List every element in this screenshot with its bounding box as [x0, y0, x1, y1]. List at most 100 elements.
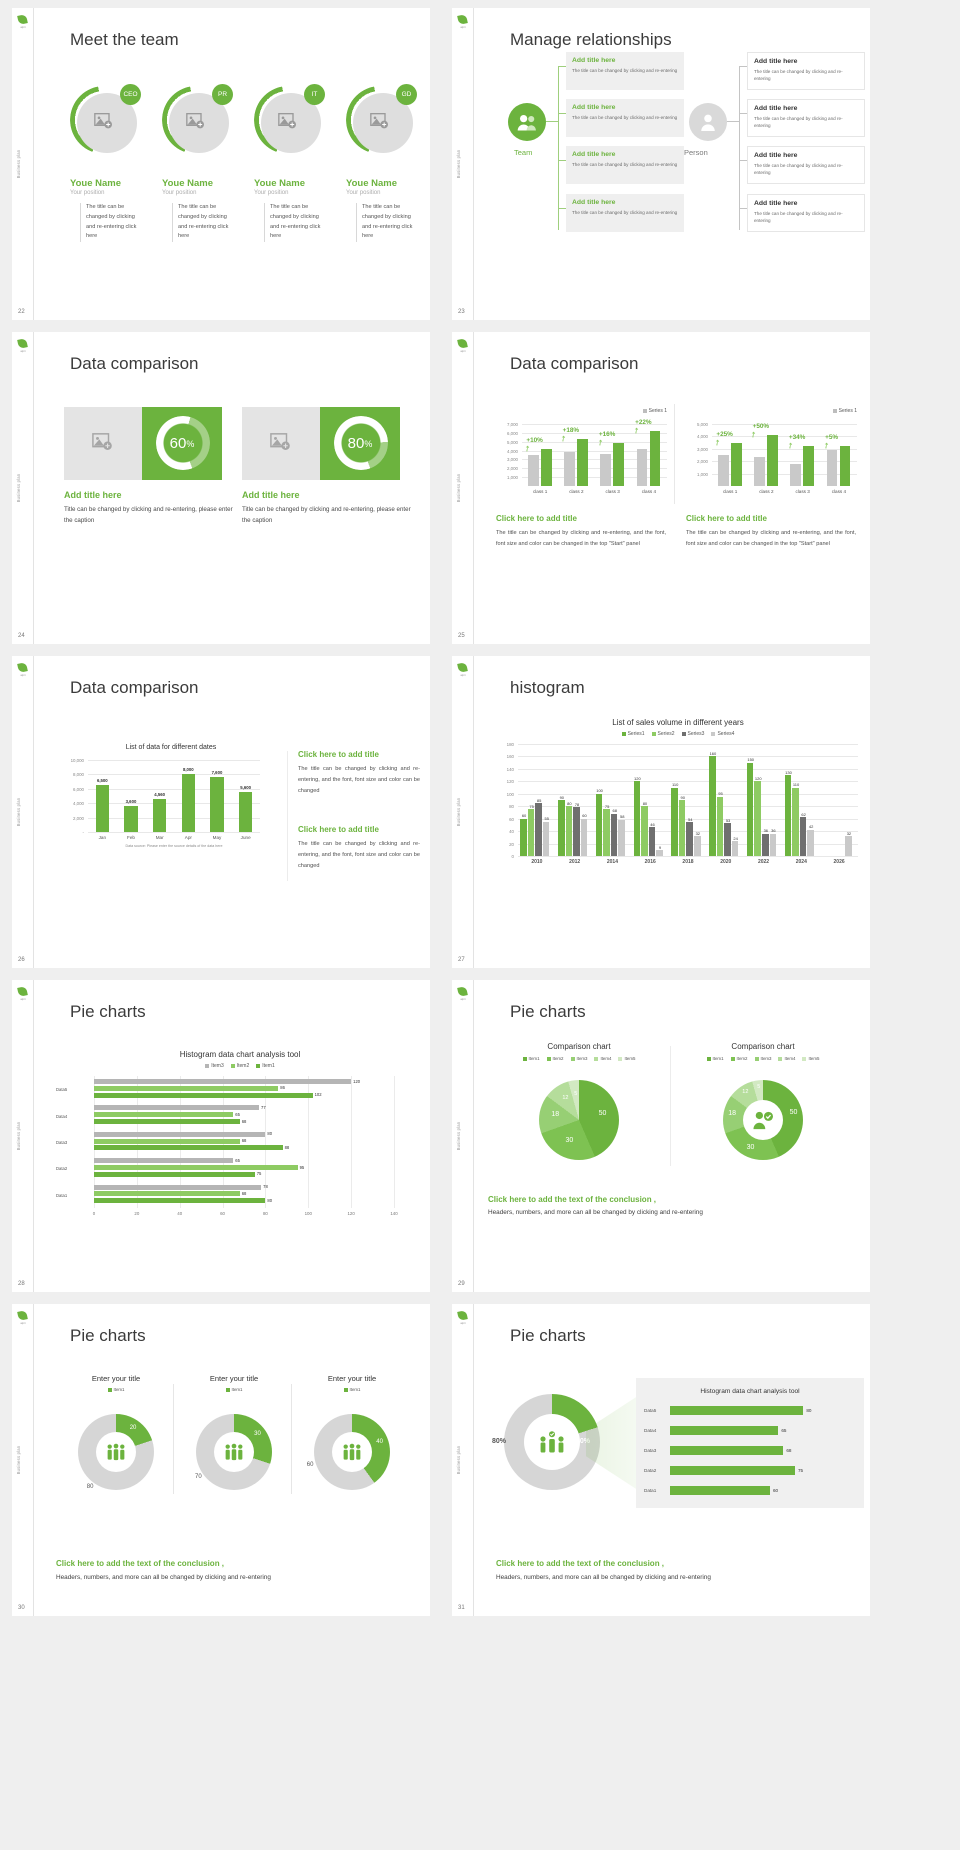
slide-28[interactable]: aprii Business plan 28 Pie charts Histog…: [12, 980, 430, 1292]
bar: [94, 1165, 298, 1170]
donut-value: 20: [129, 1424, 137, 1431]
relationship-row[interactable]: Add title here The title can be changed …: [566, 194, 684, 232]
block-heading: Add title here: [242, 490, 300, 500]
bar: [94, 1138, 240, 1144]
bar: [94, 1105, 259, 1111]
bar-chart[interactable]: List of data for different dates 10,000 8,…: [62, 744, 274, 864]
bar-chart-left[interactable]: Series 1 7,000 6,000 5,000 4,000 3,000 2,000 1,…: [496, 402, 671, 507]
bar-value: 90: [559, 794, 565, 800]
relationship-row[interactable]: Add title here The title can be changed …: [747, 52, 865, 90]
bar: [648, 827, 656, 856]
bar-value: 120: [754, 775, 762, 781]
chart-legend: Item1: [60, 1387, 172, 1392]
slide-22[interactable]: aprii Business plan 22 Meet the team CEO: [12, 8, 430, 320]
pie-chart[interactable]: Comparison chart Item1 Item2 Item3 Item4 Item…: [488, 1042, 670, 1172]
relationship-row[interactable]: Add title here The title can be changed …: [747, 146, 865, 184]
logo-icon: aprii: [455, 13, 471, 29]
relationship-row[interactable]: Add title here The title can be changed …: [566, 99, 684, 137]
bar-gray: [600, 453, 612, 486]
bar-value: 130: [785, 769, 792, 775]
bar-value: 75: [604, 803, 610, 809]
grid-line: [712, 424, 857, 425]
grid-line: [518, 856, 858, 857]
bar-label: Data5: [644, 1408, 657, 1413]
relationship-row[interactable]: Add title here The title can be changed …: [566, 146, 684, 184]
member-desc: The title can be changed by clicking and…: [356, 203, 418, 243]
y-tick: 3,000: [697, 446, 708, 452]
slide-30[interactable]: aprii Business plan 30 Pie charts Enter …: [12, 1304, 430, 1616]
slide-29[interactable]: aprii Business plan 29 Pie charts Compar…: [452, 980, 870, 1292]
slide-25[interactable]: aprii Business plan 25 Data comparison S…: [452, 332, 870, 644]
histogram-chart[interactable]: List of sales volume in different years S…: [492, 718, 864, 896]
image-placeholder-icon: [186, 113, 204, 129]
bar-gray: [717, 455, 729, 486]
page-title: Pie charts: [510, 1002, 586, 1021]
slide-24[interactable]: aprii Business plan 24 Data comparison 6…: [12, 332, 430, 644]
member-position: Your position: [346, 190, 381, 196]
bar: [558, 800, 565, 856]
bar-label: Data3: [644, 1448, 657, 1453]
pie-value: 50: [598, 1110, 607, 1118]
pie-value: 18: [551, 1111, 560, 1119]
donut-group[interactable]: Enter your title Item1 20 80 Enter your titl…: [60, 1374, 410, 1509]
stat-block[interactable]: 80%: [242, 407, 400, 480]
bar: [565, 806, 573, 856]
donut-value: 80: [86, 1483, 94, 1490]
page-title: Data comparison: [70, 678, 199, 697]
team-node-icon[interactable]: [508, 103, 546, 141]
bar-gray: [754, 457, 765, 486]
donut-chart[interactable]: Comparison chart Item1 Item2 Item3 Item4 Item…: [672, 1042, 854, 1172]
bar-value: 150: [747, 757, 755, 763]
slide-31[interactable]: aprii Business plan 31 Pie charts 80% 20%…: [452, 1304, 870, 1616]
y-tick: 60: [509, 816, 514, 822]
x-tick: May: [212, 835, 222, 840]
bar-value: 62: [801, 811, 806, 817]
panel-desc: The title can be changed by clicking and…: [686, 530, 856, 547]
slide-rail: aprii Business plan 22: [12, 8, 34, 320]
bar: [724, 823, 731, 856]
relationship-row[interactable]: Add title here The title can be changed …: [747, 99, 865, 137]
bar: [845, 836, 852, 856]
relationship-row[interactable]: Add title here The title can be changed …: [566, 52, 684, 90]
relationship-row[interactable]: Add title here The title can be changed …: [747, 194, 865, 232]
x-tick: 2018: [682, 859, 694, 865]
x-tick: 2014: [606, 859, 618, 865]
x-tick: 2024: [795, 859, 807, 865]
connector: [546, 121, 558, 122]
horizontal-bar-chart[interactable]: Histogram data chart analysis tool Item3 I…: [54, 1050, 426, 1225]
slide-26[interactable]: aprii Business plan 26 Data comparison L…: [12, 656, 430, 968]
stat-block[interactable]: 60%: [64, 407, 222, 480]
bar-value: 85: [536, 797, 542, 803]
donut-and-bars[interactable]: 80% 20% Histogram data chart analysis tool…: [486, 1370, 866, 1515]
bar: [716, 796, 724, 856]
logo-icon: aprii: [455, 985, 471, 1001]
person-node-icon[interactable]: [689, 103, 727, 141]
bar-chart-right[interactable]: Series 1 5,000 4,000 3,000 2,000 1,000 +25% ➚ cl…: [686, 402, 861, 507]
x-tick: 0: [92, 1211, 96, 1216]
growth-label: +22%: [635, 419, 652, 427]
y-tick: Data4: [56, 1113, 68, 1119]
donut-value: 60: [306, 1461, 314, 1468]
x-tick: 100: [304, 1211, 312, 1216]
grid-line: [518, 768, 858, 770]
rail-label: Business plan: [16, 473, 21, 503]
person-icon: [701, 114, 715, 131]
page-title: Pie charts: [70, 1002, 146, 1021]
rail-label: Business plan: [16, 149, 21, 179]
y-tick: 40: [509, 829, 514, 835]
chart-title: Histogram data chart analysis tool: [179, 1050, 301, 1059]
donut-left-pct: 80%: [492, 1438, 507, 1445]
slide-rail: aprii Business plan 25: [452, 332, 474, 644]
grid-line: [518, 744, 858, 745]
bar: [670, 1446, 784, 1455]
y-tick: 2,000: [697, 459, 708, 465]
slide-23[interactable]: aprii Business plan 23 Manage relationsh…: [452, 8, 870, 320]
bar-value: 102: [314, 1092, 322, 1098]
slide-27[interactable]: aprii Business plan 27 histogram List of…: [452, 656, 870, 968]
growth-label: +5%: [825, 434, 839, 442]
bar-value: 80: [267, 1131, 273, 1137]
role-badge: PR: [212, 84, 233, 105]
member-position: Your position: [162, 190, 197, 196]
bar-label: Data4: [644, 1428, 657, 1433]
bar-value: 53: [725, 817, 731, 823]
